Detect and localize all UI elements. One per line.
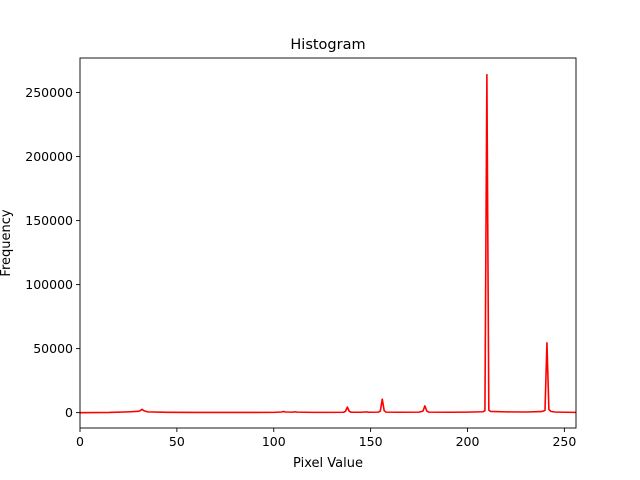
x-tick-label: 0: [76, 434, 84, 449]
y-tick-label: 150000: [25, 213, 73, 228]
y-tick-label: 100000: [25, 277, 73, 292]
x-tick-label: 250: [552, 434, 576, 449]
x-axis-label: Pixel Value: [293, 456, 363, 471]
y-axis-ticks: 0 50000 100000 150000 200000 250000: [25, 85, 80, 420]
y-axis-label: Frequency: [0, 209, 14, 276]
y-tick-label: 0: [65, 405, 73, 420]
chart-title: Histogram: [290, 37, 365, 53]
plot-area: [80, 58, 576, 428]
x-tick-label: 100: [262, 434, 286, 449]
y-tick-label: 200000: [25, 149, 73, 164]
x-tick-label: 150: [359, 434, 383, 449]
x-tick-label: 50: [169, 434, 185, 449]
plot-frame: [79, 57, 577, 429]
histogram-line: [80, 73, 576, 414]
x-tick-label: 200: [456, 434, 480, 449]
y-tick-label: 50000: [33, 341, 73, 356]
x-axis-ticks: 0 50 100 150 200 250: [76, 428, 576, 449]
y-tick-label: 250000: [25, 85, 73, 100]
